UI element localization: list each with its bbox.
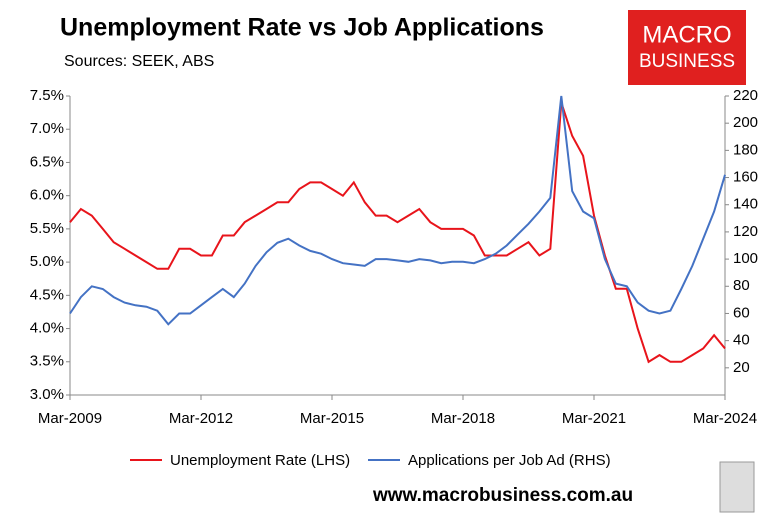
y-tick-label: 7.5% <box>30 87 64 104</box>
x-tick-label: Mar-2012 <box>169 410 233 427</box>
series-line <box>69 102 726 364</box>
x-tick-label: Mar-2009 <box>38 410 102 427</box>
y2-tick-label: 80 <box>733 277 750 294</box>
wolf-icon <box>719 461 755 513</box>
y-tick-label: 5.0% <box>30 253 64 270</box>
y-tick-label: 3.0% <box>30 386 64 403</box>
y2-tick-label: 140 <box>733 196 758 213</box>
x-tick-label: Mar-2018 <box>431 410 495 427</box>
x-tick-label: Mar-2024 <box>693 410 757 427</box>
legend-label: Applications per Job Ad (RHS) <box>408 452 611 469</box>
y2-tick-label: 180 <box>733 141 758 158</box>
y2-tick-label: 160 <box>733 169 758 186</box>
chart-title: Unemployment Rate vs Job Applications <box>60 14 544 42</box>
y-tick-label: 4.5% <box>30 286 64 303</box>
x-tick-label: Mar-2021 <box>562 410 626 427</box>
y2-tick-label: 40 <box>733 332 750 349</box>
logo-text: BUSINESS <box>639 51 735 72</box>
y2-tick-label: 100 <box>733 250 758 267</box>
y2-tick-label: 200 <box>733 114 758 131</box>
logo-text: MACRO <box>642 21 731 48</box>
y-tick-label: 5.5% <box>30 220 64 237</box>
y-tick-label: 7.0% <box>30 120 64 137</box>
website: www.macrobusiness.com.au <box>372 485 633 506</box>
y2-tick-label: 60 <box>733 304 750 321</box>
series-line <box>69 95 726 326</box>
y2-tick-label: 220 <box>733 87 758 104</box>
y-tick-label: 6.5% <box>30 153 64 170</box>
y-tick-label: 4.0% <box>30 320 64 337</box>
y-tick-label: 6.0% <box>30 187 64 204</box>
legend-label: Unemployment Rate (LHS) <box>170 452 350 469</box>
chart-subtitle: Sources: SEEK, ABS <box>64 53 214 70</box>
x-tick-label: Mar-2015 <box>300 410 364 427</box>
y2-tick-label: 120 <box>733 223 758 240</box>
y-tick-label: 3.5% <box>30 353 64 370</box>
logo-box <box>628 10 746 85</box>
y2-tick-label: 20 <box>733 359 750 376</box>
